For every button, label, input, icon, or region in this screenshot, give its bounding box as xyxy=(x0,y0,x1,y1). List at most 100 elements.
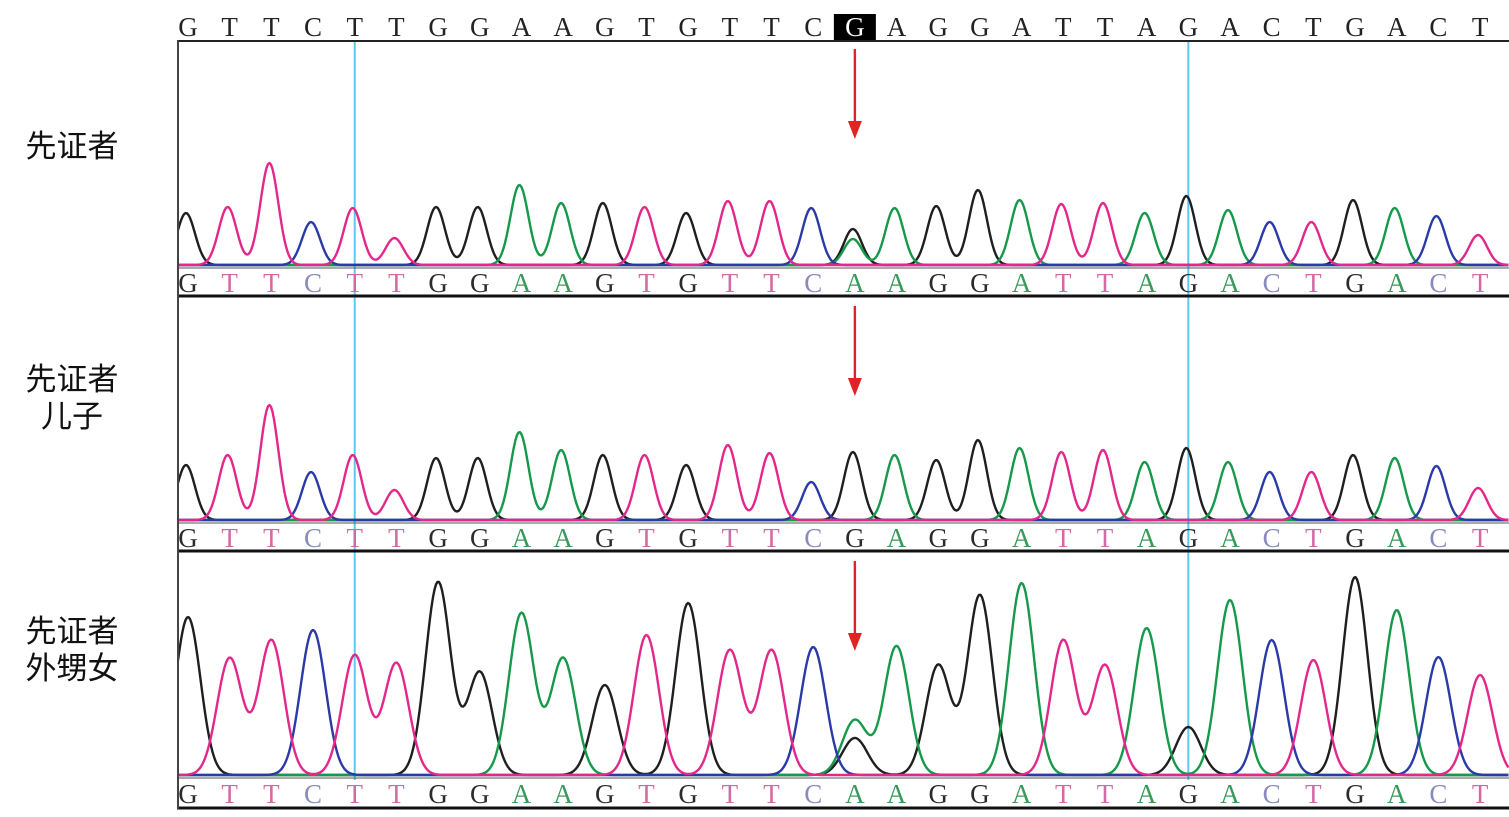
basecall-letter: T xyxy=(638,268,655,298)
panel-label-line: 先证者 xyxy=(25,129,119,165)
panel-label-proband-son: 先证者 儿子 xyxy=(18,362,126,436)
basecall-letter: G xyxy=(1345,779,1365,809)
reference-letter: A xyxy=(1137,12,1157,42)
panel-label-line: 先证者 xyxy=(25,362,119,398)
trace-line-T xyxy=(179,161,1509,267)
basecall-letter: G xyxy=(928,268,948,298)
basecall-letter: C xyxy=(304,268,322,298)
reference-letter: G xyxy=(970,12,990,42)
basecall-letter: A xyxy=(553,523,573,553)
reference-letter: T xyxy=(1097,12,1114,42)
basecall-letter: A xyxy=(1387,523,1407,553)
basecall-letter: T xyxy=(346,523,363,553)
arrow-head xyxy=(847,633,862,651)
reference-letter: A xyxy=(1387,12,1407,42)
basecall-letter: G xyxy=(178,523,198,553)
basecall-letter: A xyxy=(1387,779,1407,809)
reference-letter: G xyxy=(178,12,198,42)
reference-letter: T xyxy=(638,12,655,42)
basecall-letter: A xyxy=(1012,779,1032,809)
basecall-letter: G xyxy=(928,779,948,809)
panel-label-proband-niece: 先证者 外甥女 xyxy=(18,614,126,688)
basecall-letter: T xyxy=(1472,779,1489,809)
basecall-letter: G xyxy=(970,523,990,553)
trace-line-T xyxy=(179,403,1509,522)
basecall-letter: A xyxy=(553,268,573,298)
basecall-letter: C xyxy=(1429,268,1447,298)
trace-panel-2 xyxy=(179,403,1509,522)
reference-letter: G xyxy=(428,12,448,42)
basecall-letter: C xyxy=(1429,779,1447,809)
reference-letter: G xyxy=(1179,12,1199,42)
trace-panel-1 xyxy=(179,161,1509,267)
basecall-letter: A xyxy=(887,523,907,553)
reference-letter: C xyxy=(304,12,322,42)
basecall-letter: A xyxy=(887,779,907,809)
basecall-letter: T xyxy=(1305,268,1322,298)
basecall-letter: T xyxy=(388,779,405,809)
basecall-letter: A xyxy=(512,523,532,553)
basecall-letter: T xyxy=(221,523,238,553)
basecall-letter: A xyxy=(1137,523,1157,553)
basecall-letter: T xyxy=(763,268,780,298)
basecall-letter: A xyxy=(512,268,532,298)
basecall-letter: G xyxy=(1179,523,1199,553)
basecall-letter: G xyxy=(470,268,490,298)
reference-letter: G xyxy=(595,12,615,42)
basecall-letter: C xyxy=(304,523,322,553)
arrow-head xyxy=(847,378,862,396)
trace-line-G xyxy=(179,188,1509,267)
basecall-letter: A xyxy=(1220,268,1240,298)
basecall-letter: A xyxy=(845,779,865,809)
basecall-letter: A xyxy=(553,779,573,809)
basecall-letter: T xyxy=(1055,523,1072,553)
basecall-letter: G xyxy=(595,523,615,553)
basecall-letter: T xyxy=(1055,779,1072,809)
reference-letter: G xyxy=(470,12,490,42)
basecall-letter: G xyxy=(1179,268,1199,298)
basecall-letter: C xyxy=(1263,268,1281,298)
reference-letter: T xyxy=(388,12,405,42)
basecall-letter: G xyxy=(595,268,615,298)
basecall-letter: T xyxy=(638,523,655,553)
basecall-letter: T xyxy=(1097,779,1114,809)
basecall-letter: T xyxy=(1472,523,1489,553)
basecall-letter: T xyxy=(346,268,363,298)
basecall-letter: T xyxy=(722,779,739,809)
position-marker-lines xyxy=(353,41,1190,780)
basecall-letter: G xyxy=(470,523,490,553)
basecall-letter: G xyxy=(678,779,698,809)
reference-letter: C xyxy=(1263,12,1281,42)
basecall-letter: T xyxy=(346,779,363,809)
basecall-letter: G xyxy=(428,523,448,553)
basecall-letter: T xyxy=(388,523,405,553)
basecall-letter: G xyxy=(1345,268,1365,298)
reference-letter: A xyxy=(553,12,573,42)
basecall-letter: C xyxy=(1429,523,1447,553)
basecall-letter: T xyxy=(1472,268,1489,298)
basecall-letter: G xyxy=(678,523,698,553)
basecall-letter: T xyxy=(638,779,655,809)
reference-letter: A xyxy=(887,12,907,42)
basecall-letter: T xyxy=(1305,779,1322,809)
basecall-letter: C xyxy=(1263,523,1281,553)
basecall-letter: G xyxy=(1345,523,1365,553)
arrow-head xyxy=(847,121,862,139)
reference-letter: T xyxy=(763,12,780,42)
reference-letter: G xyxy=(1345,12,1365,42)
basecall-letter: G xyxy=(428,779,448,809)
panel-label-line: 先证者 xyxy=(25,614,119,650)
basecall-letter: G xyxy=(845,523,865,553)
reference-letter: T xyxy=(221,12,238,42)
basecall-letter: T xyxy=(722,268,739,298)
basecall-letter: A xyxy=(1220,779,1240,809)
reference-letter: C xyxy=(1429,12,1447,42)
mutation-arrow xyxy=(847,306,862,396)
basecall-letter: T xyxy=(763,779,780,809)
trace-line-G xyxy=(179,438,1509,522)
basecall-letter: C xyxy=(804,268,822,298)
